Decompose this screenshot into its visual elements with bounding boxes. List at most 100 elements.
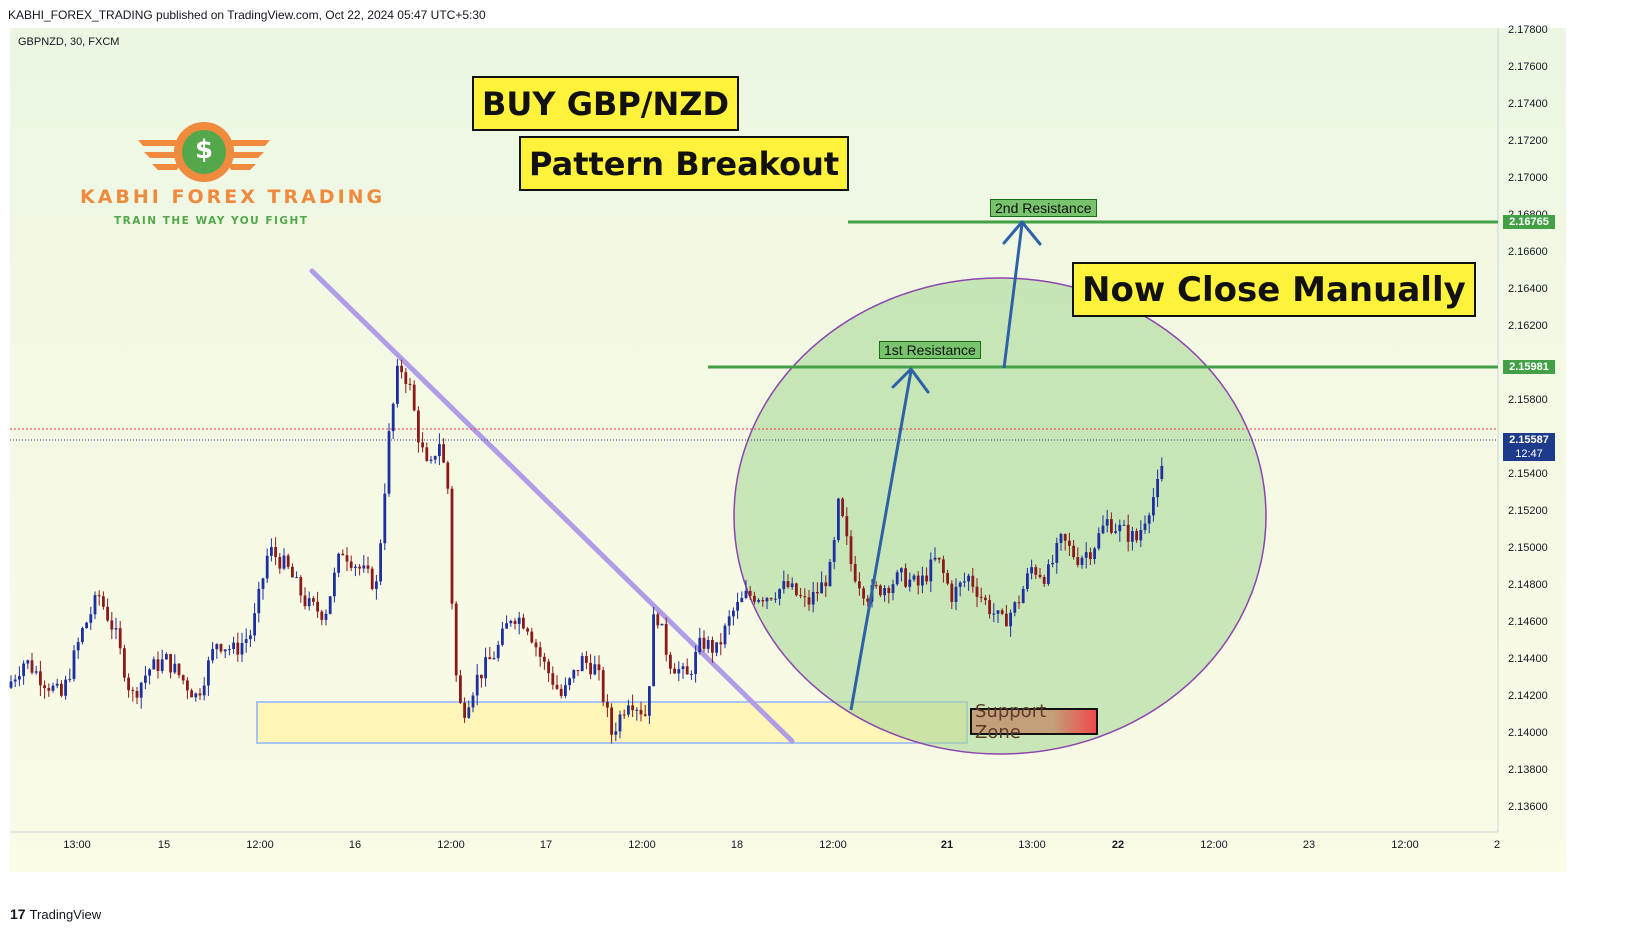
candle-body: [551, 673, 555, 685]
x-tick-label: 12:00: [437, 839, 465, 851]
candle-body: [274, 547, 277, 558]
candle-body: [895, 572, 899, 585]
buy-annotation[interactable]: BUY GBP/NZD: [472, 76, 740, 131]
candle-body: [1101, 525, 1105, 534]
candle-body: [526, 628, 529, 632]
candle-body: [106, 606, 109, 621]
candle-body: [475, 674, 479, 696]
tradingview-logo-icon: 17: [10, 906, 26, 922]
candle-body: [967, 575, 970, 582]
candle-body: [13, 679, 17, 682]
x-tick-label: 17: [539, 839, 553, 851]
candle-body: [702, 637, 706, 649]
candle-body: [9, 681, 13, 688]
candle-body: [1080, 557, 1084, 566]
candle-body: [706, 639, 710, 649]
candle-body: [160, 659, 164, 671]
candle-body: [559, 688, 563, 696]
candle-body: [102, 596, 105, 607]
candle-body: [1055, 543, 1059, 563]
arrow-to-first-resistance[interactable]: [849, 367, 930, 711]
candle-body: [845, 516, 849, 537]
pattern-breakout-annotation[interactable]: Pattern Breakout: [519, 136, 850, 191]
close-manually-annotation[interactable]: Now Close Manually: [1072, 262, 1476, 317]
candle-body: [144, 675, 147, 683]
candle-body: [921, 575, 924, 586]
candle-body: [761, 600, 765, 602]
symbol-label[interactable]: GBPNZD, 30, FXCM: [18, 36, 120, 48]
candle-body: [173, 663, 177, 673]
candle-body: [832, 540, 836, 562]
candle-body: [181, 675, 185, 681]
candle-body: [295, 577, 298, 579]
candle-body: [375, 581, 378, 589]
candle-body: [244, 639, 248, 643]
dollar-icon: $: [194, 135, 214, 165]
candle-body: [492, 658, 496, 660]
x-tick-label: 2: [1493, 839, 1501, 851]
candle-body: [324, 613, 328, 620]
candle-body: [837, 498, 840, 541]
candle-body: [1156, 478, 1159, 498]
y-tick-label: 2.16600: [1508, 246, 1548, 258]
candle-body: [362, 565, 366, 569]
candle-body: [568, 678, 571, 686]
y-tick-label: 2.17400: [1508, 98, 1548, 110]
candle-body: [681, 666, 685, 670]
support-zone-label[interactable]: Support Zone: [970, 701, 1098, 743]
candle-body: [958, 582, 962, 587]
candle-body: [1005, 613, 1008, 627]
candle-body: [517, 617, 521, 624]
candle-body: [547, 661, 550, 674]
candle-body: [93, 595, 97, 615]
candle-body: [1139, 530, 1143, 541]
candle-body: [711, 639, 714, 653]
candle-body: [471, 695, 475, 708]
candle-body: [454, 603, 458, 676]
candle-body: [853, 564, 857, 582]
candle-body: [282, 555, 286, 569]
candle-body: [816, 591, 819, 594]
y-tick-label: 2.13800: [1508, 764, 1548, 776]
y-tick-label: 2.16200: [1508, 320, 1548, 332]
candle-body: [257, 588, 261, 614]
candle-body: [732, 610, 735, 617]
candle-body: [879, 585, 882, 596]
candle-body: [522, 617, 525, 629]
y-tick-label: 2.17600: [1508, 61, 1548, 73]
candle-body: [555, 684, 559, 689]
candle-body: [148, 669, 151, 676]
y-tick-label: 2.16400: [1508, 283, 1548, 295]
candle-body: [114, 628, 118, 630]
candle-body: [354, 566, 357, 568]
candle-body: [1093, 548, 1096, 559]
candle-body: [740, 597, 744, 602]
countdown-value: 12:47: [1515, 448, 1543, 460]
candle-body: [417, 410, 420, 443]
second-resistance-price-tag: 2.16765: [1503, 215, 1555, 229]
candle-body: [580, 656, 584, 672]
candle-body: [127, 677, 130, 691]
candle-body: [975, 586, 979, 597]
candle-body: [400, 365, 403, 373]
first-resistance-label[interactable]: 1st Resistance: [879, 341, 981, 359]
candle-body: [396, 365, 399, 404]
candle-body: [341, 553, 345, 556]
candle-body: [803, 596, 807, 598]
candle-body: [643, 714, 647, 716]
candle-body: [1147, 515, 1151, 524]
candle-body: [488, 657, 492, 660]
tradingview-footer[interactable]: 17 TradingView: [10, 906, 101, 922]
candle-body: [677, 669, 681, 674]
current-price-value: 2.15587: [1509, 434, 1549, 446]
candle-body: [123, 648, 126, 678]
candle-body: [828, 561, 832, 587]
candle-body: [950, 583, 954, 602]
candle-body: [601, 670, 605, 702]
candle-body: [1051, 562, 1054, 565]
arrow-to-second-resistance[interactable]: [1002, 220, 1042, 369]
candle-body: [891, 584, 895, 594]
target-ellipse[interactable]: [733, 277, 1267, 755]
second-resistance-label[interactable]: 2nd Resistance: [990, 199, 1097, 217]
